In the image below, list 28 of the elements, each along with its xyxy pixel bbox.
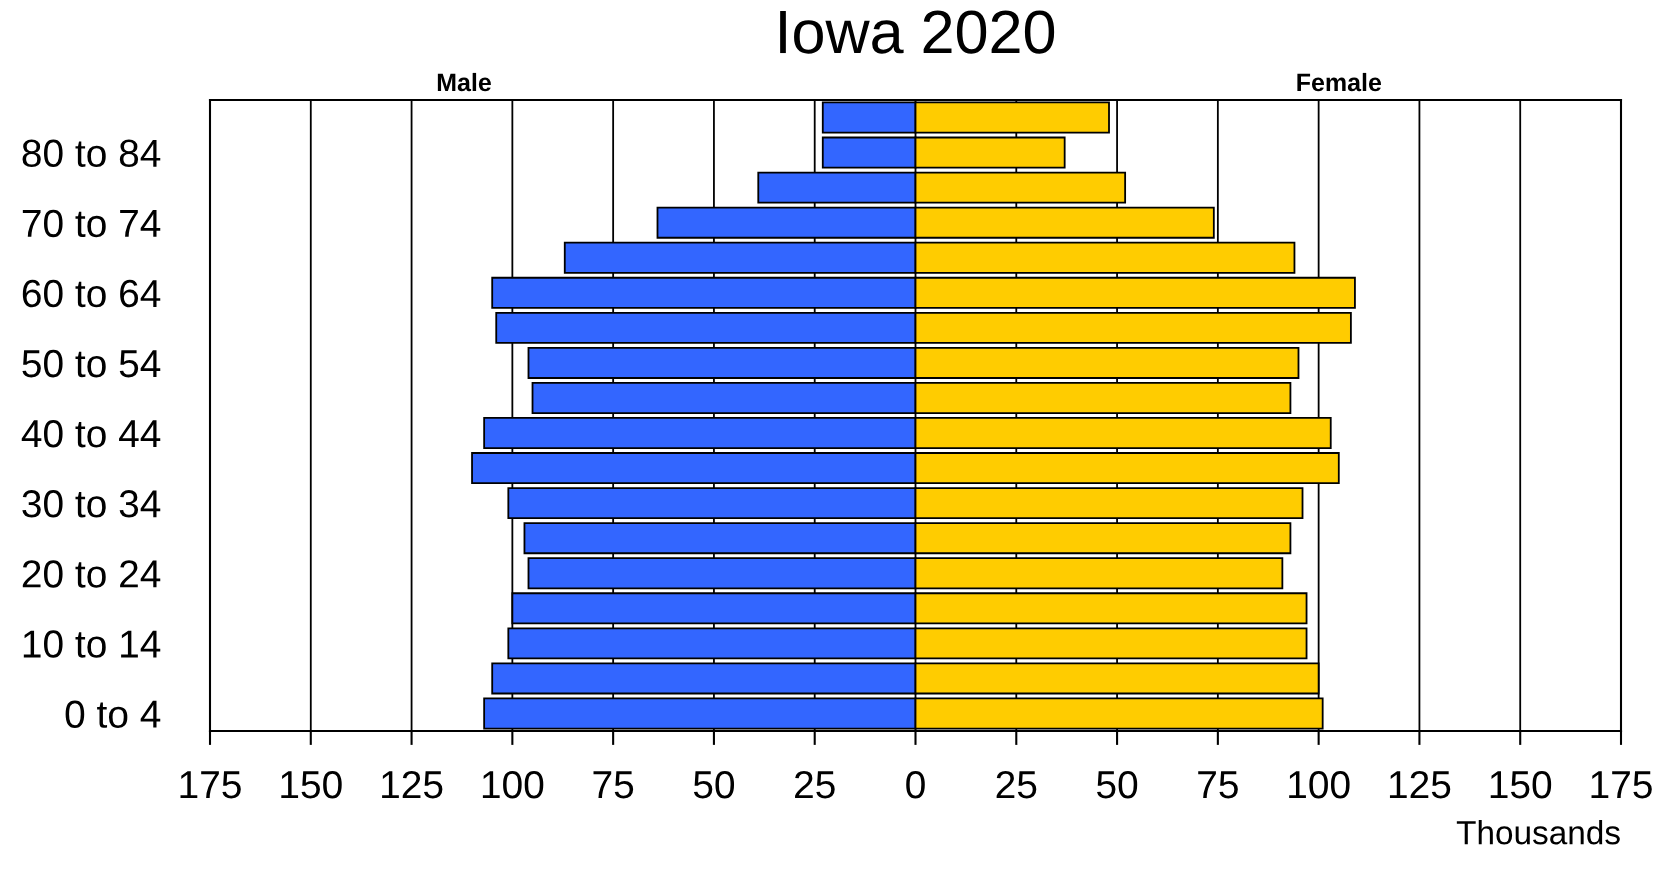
- x-tick-label: 50: [1097, 770, 1138, 799]
- x-tick-label: 150: [281, 770, 342, 799]
- x-tick-label: 0: [906, 770, 925, 799]
- y-tick-label: 10 to 14: [23, 630, 161, 658]
- chart-title: Iowa 2020: [780, 10, 1055, 54]
- x-tick-label: 175: [180, 771, 241, 799]
- x-tick-label: 100: [482, 770, 544, 799]
- y-tick-label: 20 to 24: [22, 560, 161, 588]
- y-tick-label: 50 to 54: [22, 349, 161, 378]
- x-tick-label: 50: [693, 770, 735, 799]
- x-tick-label: 100: [1289, 770, 1350, 799]
- y-tick-label: 0 to 4: [65, 700, 161, 728]
- y-tick-label: 80 to 84: [22, 139, 161, 168]
- x-tick-label: 175: [1591, 771, 1652, 799]
- y-tick-label: 70 to 74: [22, 209, 161, 238]
- x-tick-label: 75: [1198, 771, 1238, 799]
- text: Male: [437, 72, 491, 92]
- x-axis-title: Thousands: [1456, 820, 1620, 845]
- x-tick-label: 125: [382, 770, 443, 799]
- x-tick-label: 125: [1389, 770, 1451, 799]
- x-tick-label: 75: [593, 771, 634, 799]
- y-tick-label: 40 to 44: [21, 419, 161, 448]
- x-tick-label: 25: [996, 770, 1037, 799]
- y-tick-label: 60 to 64: [22, 279, 161, 308]
- x-tick-label: 25: [795, 770, 835, 799]
- x-tick-label: 150: [1490, 770, 1552, 799]
- text: Female: [1297, 72, 1382, 92]
- y-tick-label: 30 to 34: [22, 490, 161, 518]
